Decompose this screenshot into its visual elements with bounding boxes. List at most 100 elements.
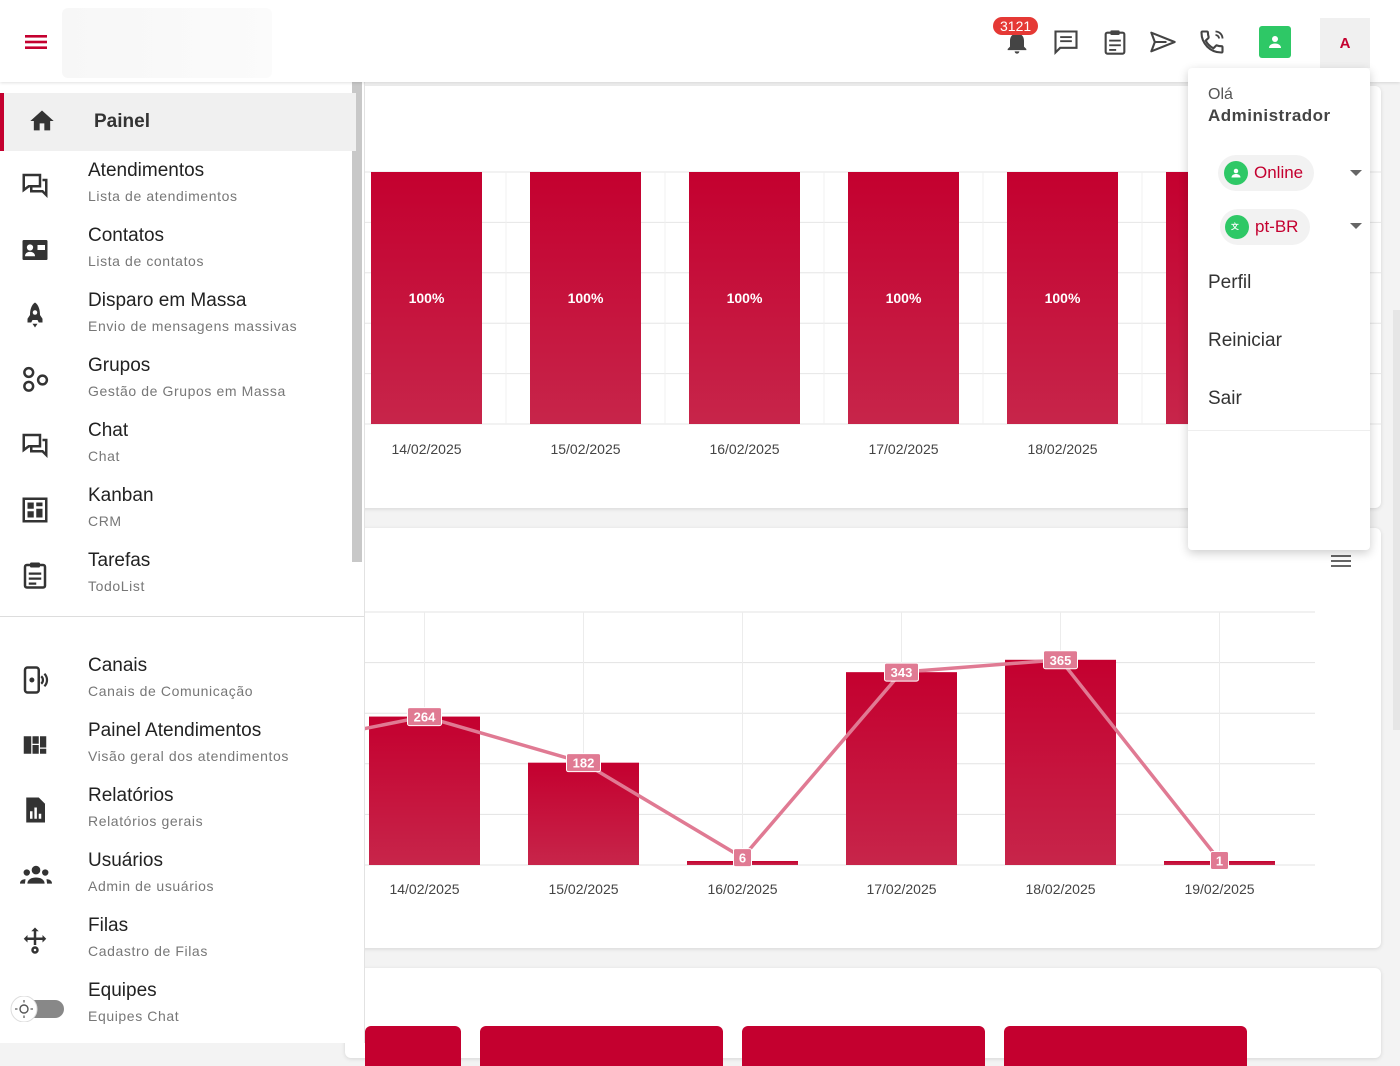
sidebar-item-canais[interactable]: Canais Canais de Comunicação	[0, 647, 352, 711]
sidebar-item-label: Relatórios	[88, 785, 174, 806]
x-tick-label: 18/02/2025	[1025, 881, 1095, 897]
sidebar-item-subtitle: Lista de atendimentos	[88, 188, 238, 204]
sidebar-item-painel[interactable]: Painel	[0, 93, 356, 151]
data-label-box	[1043, 650, 1078, 670]
x-tick-label: 15/02/2025	[550, 441, 620, 457]
status-select[interactable]: Online	[1218, 155, 1314, 191]
people-icon	[20, 860, 52, 890]
sidebar-item-filas[interactable]: Filas Cadastro de Filas	[0, 907, 352, 971]
language-label: pt-BR	[1255, 217, 1299, 236]
data-label-box	[566, 753, 601, 773]
notification-badge: 3121	[993, 17, 1039, 35]
data-label-box	[1210, 850, 1229, 870]
chart-bar	[689, 172, 800, 424]
chat-icon[interactable]	[1048, 24, 1084, 60]
chart-data-label: 343	[891, 665, 913, 680]
kanban-icon	[20, 495, 50, 525]
sidebar-item-relatorios[interactable]: Relatórios Relatórios gerais	[0, 777, 352, 841]
chart-bar	[369, 716, 480, 865]
chevron-down-icon[interactable]	[1350, 223, 1362, 229]
x-tick-label: 14/02/2025	[391, 441, 461, 457]
sidebar-item-chat[interactable]: Chat Chat	[0, 412, 352, 476]
sidebar-divider	[0, 616, 364, 617]
dashboard-icon	[20, 730, 50, 760]
sidebar-item-kanban[interactable]: Kanban CRM	[0, 477, 352, 541]
chart-bar	[1005, 659, 1116, 865]
contact-card-icon	[20, 235, 50, 265]
avatar[interactable]: A	[1320, 18, 1370, 68]
sidebar-item-contatos[interactable]: Contatos Lista de contatos	[0, 217, 352, 281]
chart-data-label: 100%	[886, 290, 922, 306]
clipboard-icon[interactable]	[1097, 24, 1133, 60]
bell-icon[interactable]	[999, 24, 1035, 60]
translate-icon: 文	[1225, 215, 1249, 239]
sidebar-item-label: Disparo em Massa	[88, 290, 247, 311]
sidebar-item-atendimentos[interactable]: Atendimentos Lista de atendimentos	[0, 152, 352, 216]
chart-data-label: 6	[739, 851, 746, 866]
data-label-box	[733, 848, 752, 868]
chart-data-label: 100%	[568, 290, 604, 306]
chart-menu-icon[interactable]	[1330, 552, 1352, 570]
sidebar-item-label: Canais	[88, 655, 148, 676]
sidebar-item-label: Chat	[88, 420, 129, 441]
page-scrollbar[interactable]	[1393, 310, 1400, 730]
user-greeting: Olá	[1208, 86, 1233, 103]
online-icon	[1224, 161, 1248, 185]
chart-data-label: 365	[1050, 653, 1072, 668]
online-status-button[interactable]	[1259, 26, 1291, 58]
menu-item-reiniciar[interactable]: Reiniciar	[1208, 330, 1282, 351]
percent-bar-chart: 100% 14/02/2025 100% 15/02/2025 100% 16/02/20…	[345, 171, 1381, 457]
chart-data-label: 100%	[1045, 290, 1081, 306]
x-tick-label: 16/02/2025	[709, 441, 779, 457]
sidebar-scrollbar[interactable]	[352, 82, 362, 562]
sidebar-item-subtitle: CRM	[88, 513, 122, 529]
x-tick-label: 17/02/2025	[866, 881, 936, 897]
online-status-icon	[1269, 36, 1281, 48]
sidebar-item-painel-atendimentos[interactable]: Painel Atendimentos Visão geral dos aten…	[0, 712, 352, 776]
report-icon	[20, 795, 50, 825]
menu-item-sair[interactable]: Sair	[1208, 388, 1242, 409]
chart-data-label: 1	[1216, 853, 1223, 868]
theme-toggle[interactable]	[8, 995, 66, 1023]
sidebar-item-subtitle: Canais de Comunicação	[88, 683, 254, 699]
sidebar-item-grupos[interactable]: Grupos Gestão de Grupos em Massa	[0, 347, 352, 411]
user-name: Administrador	[1208, 106, 1331, 125]
queue-arrows-icon	[20, 925, 50, 955]
chart-bar	[528, 762, 639, 865]
menu-divider	[1188, 430, 1370, 431]
sidebar-item-label: Kanban	[88, 485, 154, 506]
groups-icon	[20, 365, 50, 395]
chart-bar	[530, 172, 641, 424]
sidebar-item-tarefas[interactable]: Tarefas TodoList	[0, 542, 352, 606]
sidebar-item-label: Atendimentos	[88, 160, 205, 181]
rocket-icon	[20, 300, 50, 330]
sidebar-item-disparo-em-massa[interactable]: Disparo em Massa Envio de mensagens mass…	[0, 282, 352, 346]
sidebar-item-usuarios[interactable]: Usuários Admin de usuários	[0, 842, 352, 906]
chart-bar	[371, 172, 482, 424]
chart-bar	[1004, 1026, 1247, 1066]
x-tick-label: 18/02/2025	[1027, 441, 1097, 457]
sidebar: Painel Atendimentos Lista de atendimento…	[0, 82, 365, 1043]
sidebar-item-label: Equipes	[88, 980, 157, 1001]
chart-data-label: 100%	[727, 290, 763, 306]
sidebar-item-subtitle: TodoList	[88, 578, 145, 594]
sidebar-item-label: Filas	[88, 915, 129, 936]
send-icon[interactable]	[1145, 24, 1181, 60]
menu-item-perfil[interactable]: Perfil	[1208, 272, 1252, 293]
logo	[62, 8, 272, 78]
sidebar-item-equipes[interactable]: Equipes Equipes Chat	[0, 972, 352, 1036]
language-select[interactable]: 文 pt-BR	[1220, 209, 1310, 245]
data-label-box	[407, 707, 442, 727]
sidebar-item-label: Tarefas	[88, 550, 151, 571]
sidebar-item-label: Grupos	[88, 355, 151, 376]
x-tick-label: 19/02/2025	[1184, 881, 1254, 897]
sidebar-item-subtitle: Admin de usuários	[88, 878, 215, 894]
sidebar-item-subtitle: Relatórios gerais	[88, 813, 204, 829]
chevron-down-icon[interactable]	[1350, 170, 1362, 176]
sidebar-item-label: Painel Atendimentos	[88, 720, 262, 741]
sidebar-item-label: Contatos	[88, 225, 165, 246]
x-tick-label: 17/02/2025	[868, 441, 938, 457]
menu-icon[interactable]	[22, 28, 50, 56]
phone-icon[interactable]	[1194, 24, 1230, 60]
chart-card-daily: 14/02/2025 15/02/2025 16/02/2025 17/02/2025…	[344, 528, 1381, 948]
